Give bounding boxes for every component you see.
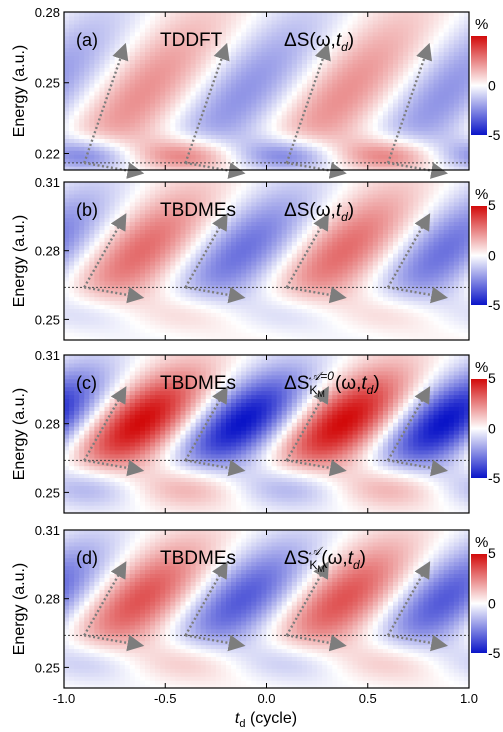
panel-quantity: ΔS(ω,td)	[284, 30, 354, 54]
y-tick-label: 0.31	[35, 175, 60, 190]
colorbar	[471, 554, 487, 653]
arrow-up	[285, 561, 329, 636]
arrow-down	[387, 459, 449, 477]
colorbar-unit: %	[475, 16, 488, 33]
arrow-down	[185, 459, 246, 477]
colorbar-tick-label: -5	[488, 645, 501, 661]
panel-method: TBDMEs	[160, 373, 236, 394]
arrow-up	[285, 386, 329, 461]
panel-quantity: ΔSKM𝒜=0(ω,td)	[284, 369, 380, 399]
x-tick-label: 1.0	[460, 691, 478, 706]
colorbar-tick-label: 5	[488, 197, 496, 213]
heatmap	[64, 12, 469, 170]
colorbar-tick-label: 0	[488, 596, 496, 612]
arrow-down	[84, 634, 145, 652]
colorbar-tick-label: 0	[488, 248, 496, 264]
heatmap	[64, 355, 469, 513]
arrow-down	[387, 286, 449, 304]
colorbar-tick-label: 0	[488, 421, 496, 437]
panel-quantity: ΔS(ω,td)	[284, 200, 354, 224]
arrow-up	[285, 213, 329, 288]
y-tick-label: 0.31	[35, 523, 60, 538]
y-axis-title: Energy (a.u.)	[11, 45, 28, 137]
x-tick-label: -1.0	[53, 691, 75, 706]
y-tick-label: 0.25	[35, 485, 60, 500]
arrow-down	[387, 161, 449, 179]
arrow-down	[286, 286, 347, 304]
colorbar	[471, 206, 487, 305]
y-tick-label: 0.28	[35, 417, 60, 432]
panel-d: -1.0 -0.5 0.0 0.5 1.0 0.31 0.28 0.25 Energy (a.u…	[11, 523, 501, 706]
colorbar-tick-label: 5	[488, 370, 496, 386]
colorbar-tick-label: -5	[488, 297, 501, 313]
y-tick-label: 0.22	[35, 146, 60, 161]
colorbar-tick-label: -5	[488, 470, 501, 486]
colorbar-unit: %	[475, 359, 488, 376]
arrow-down	[286, 161, 347, 179]
arrow-down	[84, 286, 145, 304]
colorbar	[471, 379, 487, 478]
heatmap	[64, 530, 469, 688]
x-axis-title: td (cycle)	[235, 710, 297, 730]
y-axis-title: Energy (a.u.)	[11, 388, 28, 480]
y-tick-label: 0.31	[35, 348, 60, 363]
arrow-down	[387, 634, 449, 652]
x-tick-label: -0.5	[154, 691, 176, 706]
colorbar-tick-label: 5	[488, 545, 496, 561]
arrow-up	[83, 213, 127, 288]
panel-label: (b)	[76, 200, 98, 220]
arrow-up	[184, 213, 228, 288]
panel-label: (a)	[76, 30, 98, 50]
panel-label: (d)	[76, 548, 98, 568]
y-axis-title: Energy (a.u.)	[11, 563, 28, 655]
heatmap	[64, 182, 469, 340]
panel-c: 0.31 0.28 0.25 Energy (a.u.) (c) TBDMEs ΔSKM𝒜=…	[11, 348, 501, 514]
arrow-up	[386, 213, 431, 288]
panel-a: 0.28 0.25 0.22 Energy (a.u.) (a) TDDFT ΔS(ω,td…	[11, 5, 501, 179]
arrow-down	[185, 634, 246, 652]
arrow-down	[84, 161, 145, 179]
arrow-up	[83, 386, 127, 461]
arrow-down	[286, 634, 347, 652]
arrow-down	[185, 161, 246, 179]
arrow-up	[386, 561, 431, 636]
y-tick-label: 0.28	[35, 592, 60, 607]
y-tick-label: 0.25	[35, 312, 60, 327]
arrow-down	[286, 459, 347, 477]
x-tick-label: 0.5	[359, 691, 377, 706]
panel-label: (c)	[76, 373, 97, 393]
panel-method: TBDMEs	[160, 548, 236, 569]
y-tick-label: 0.25	[35, 660, 60, 675]
x-tick-label: 0.0	[257, 691, 275, 706]
y-tick-label: 0.28	[35, 5, 60, 20]
arrow-up	[184, 386, 228, 461]
panel-method: TBDMEs	[160, 200, 236, 221]
colorbar-tick-label: -5	[488, 127, 501, 143]
colorbar	[471, 36, 487, 135]
arrow-down	[185, 286, 246, 304]
arrow-up	[386, 386, 431, 461]
colorbar-tick-label: 0	[488, 78, 496, 94]
colorbar-unit: %	[475, 534, 488, 551]
panel-method: TDDFT	[160, 30, 223, 51]
panel-b: 0.31 0.28 0.25 Energy (a.u.) (b) TBDMEs ΔS(ω,t…	[11, 175, 501, 341]
y-tick-label: 0.25	[35, 76, 60, 91]
arrow-down	[84, 459, 145, 477]
colorbar-unit: %	[475, 186, 488, 203]
arrow-up	[83, 561, 127, 636]
y-axis-title: Energy (a.u.)	[11, 215, 28, 307]
arrow-up	[184, 561, 228, 636]
y-tick-label: 0.28	[35, 244, 60, 259]
panel-quantity: ΔSKM𝒜(ω,td)	[284, 544, 366, 574]
